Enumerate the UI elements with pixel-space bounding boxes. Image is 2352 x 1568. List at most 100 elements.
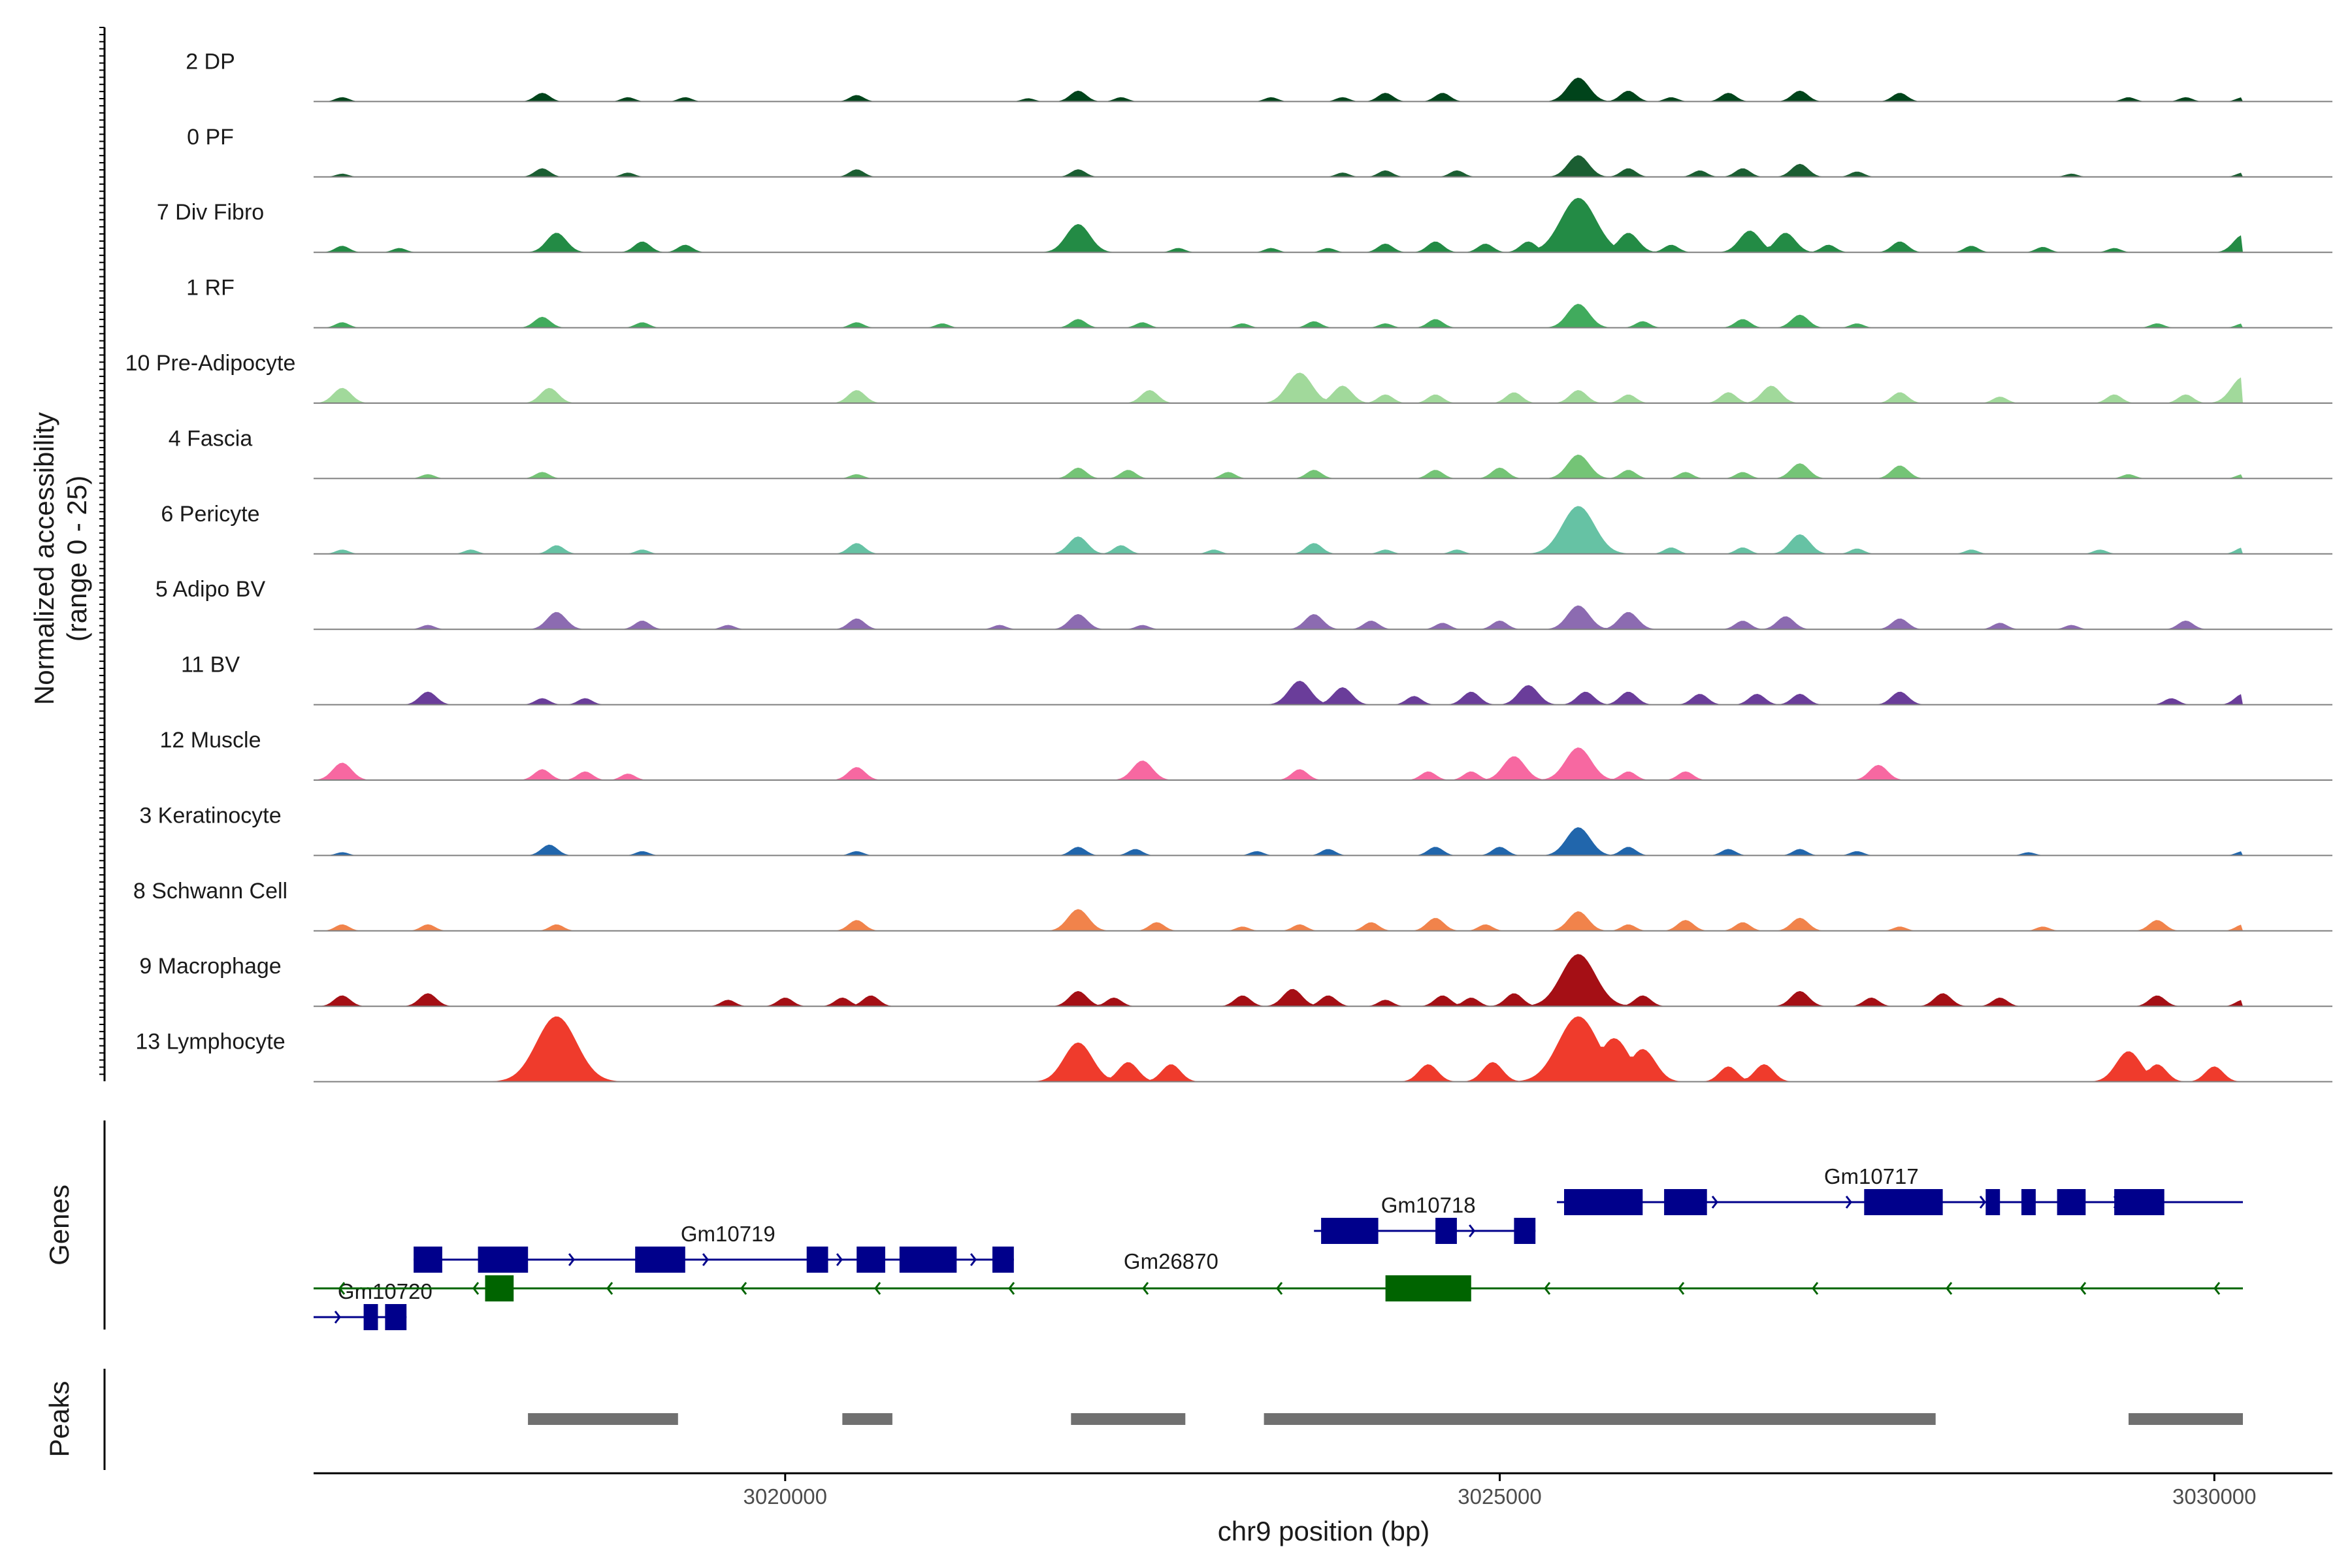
coverage-tracks: 2 DP 0 PF 7 Div Fibro 1 RF 10 Pre-Adipocyte 4…: [125, 49, 2332, 1083]
strand-arrow: [874, 1282, 881, 1295]
gene-gm10719: Gm10719: [414, 1222, 1014, 1273]
strand-arrow: [836, 1253, 843, 1266]
coverage-area: [314, 909, 2243, 931]
coverage-area: [314, 506, 2243, 554]
track-label: 13 Lymphocyte: [135, 1030, 285, 1054]
track-11: 3 Keratinocyte: [139, 803, 2332, 857]
strand-arrow: [1008, 1282, 1015, 1295]
exon: [414, 1247, 428, 1273]
strand-arrow: [334, 1311, 341, 1324]
track-13: 9 Macrophage: [139, 954, 2332, 1007]
coverage-area: [314, 197, 2243, 253]
peaks-panel-label: Peaks: [44, 1381, 74, 1458]
coverage-area: [314, 681, 2243, 705]
gene-gm10717: Gm10717: [1557, 1164, 2243, 1215]
exon: [2021, 1189, 2036, 1215]
strand-arrow: [568, 1253, 576, 1266]
track-label: 12 Muscle: [160, 728, 261, 753]
track-label: 3 Keratinocyte: [139, 803, 281, 828]
coverage-area: [314, 155, 2243, 177]
strand-arrow: [1469, 1224, 1476, 1237]
exon: [806, 1247, 828, 1273]
gene-gm10720: Gm10720: [314, 1279, 433, 1330]
track-6: 4 Fascia: [169, 426, 2332, 480]
strand-arrow: [1544, 1282, 1551, 1295]
exon: [485, 1275, 514, 1301]
track-label: 7 Div Fibro: [157, 200, 264, 225]
exon: [1514, 1218, 1536, 1244]
strand-arrow: [1845, 1196, 1852, 1209]
strand-arrow: [702, 1253, 710, 1266]
exon: [1564, 1189, 1643, 1215]
track-label: 11 BV: [181, 653, 240, 678]
track-3: 7 Div Fibro: [157, 197, 2332, 253]
peak-region: [1264, 1413, 1936, 1425]
strand-arrow: [2213, 1282, 2221, 1295]
strand-arrow: [1711, 1196, 1718, 1209]
peak-region: [842, 1413, 892, 1425]
coverage-area: [314, 372, 2243, 403]
exon: [857, 1247, 885, 1273]
exon: [1985, 1189, 2001, 1215]
track-14: 13 Lymphocyte: [135, 1016, 2332, 1083]
gene-label: Gm10719: [681, 1222, 776, 1246]
exon: [478, 1247, 529, 1273]
coverage-area: [314, 1016, 2243, 1082]
gene-label: Gm10720: [338, 1279, 433, 1303]
track-12: 8 Schwann Cell: [133, 879, 2332, 932]
track-label: 8 Schwann Cell: [133, 879, 287, 904]
strand-arrow: [740, 1282, 747, 1295]
strand-arrow: [1979, 1196, 1986, 1209]
coverage-area: [314, 77, 2243, 102]
gene-label: Gm10718: [1381, 1193, 1476, 1217]
strand-arrow: [970, 1253, 977, 1266]
track-label: 4 Fascia: [169, 426, 253, 451]
exon: [1385, 1275, 1471, 1301]
genes-panel-label: Genes: [44, 1184, 74, 1266]
track-10: 12 Muscle: [160, 728, 2332, 781]
track-5: 10 Pre-Adipocyte: [125, 351, 2332, 404]
strand-arrow: [2080, 1282, 2087, 1295]
peak-region: [1071, 1413, 1186, 1425]
coverage-area: [314, 605, 2243, 630]
x-axis: 3020000 3025000 3030000: [314, 1472, 2332, 1509]
coverage-area: [314, 454, 2243, 479]
exon: [899, 1247, 957, 1273]
gene-gm10718: Gm10718: [1314, 1193, 1536, 1244]
track-4: 1 RF: [186, 276, 2332, 329]
peak-region: [528, 1413, 678, 1425]
track-label: 1 RF: [186, 276, 235, 301]
exon: [428, 1247, 442, 1273]
exon: [992, 1247, 1014, 1273]
strand-arrow: [606, 1282, 613, 1295]
coverage-area: [314, 954, 2243, 1007]
exon: [363, 1304, 378, 1330]
track-7: 6 Pericyte: [161, 502, 2332, 555]
track-label: 6 Pericyte: [161, 502, 259, 527]
x-axis-title: chr9 position (bp): [1218, 1516, 1430, 1546]
x-tick-label: 3030000: [2172, 1484, 2256, 1509]
y-axis-title-range: (range 0 - 25): [61, 476, 92, 642]
peaks-panel: Peaks: [44, 1369, 2243, 1470]
track-1: 2 DP: [186, 49, 2332, 103]
y-axis: [99, 27, 106, 1081]
exon: [2057, 1189, 2086, 1215]
track-label: 9 Macrophage: [139, 954, 281, 979]
exon: [1435, 1218, 1457, 1244]
strand-arrow: [1946, 1282, 1953, 1295]
track-8: 5 Adipo BV: [155, 577, 2332, 630]
exon: [1864, 1189, 1943, 1215]
y-axis-title: Normalized accessibility: [29, 412, 59, 705]
strand-arrow: [1678, 1282, 1685, 1295]
gene-label: Gm10717: [1824, 1164, 1919, 1188]
strand-arrow: [1142, 1282, 1149, 1295]
strand-arrow: [472, 1282, 480, 1295]
coverage-area: [314, 304, 2243, 328]
coverage-area: [314, 827, 2243, 856]
x-tick-label: 3025000: [1458, 1484, 1541, 1509]
track-label: 5 Adipo BV: [155, 577, 266, 602]
strand-arrow: [338, 1282, 346, 1295]
track-label: 2 DP: [186, 49, 235, 74]
gene-gm26870: Gm26870: [314, 1249, 2243, 1301]
